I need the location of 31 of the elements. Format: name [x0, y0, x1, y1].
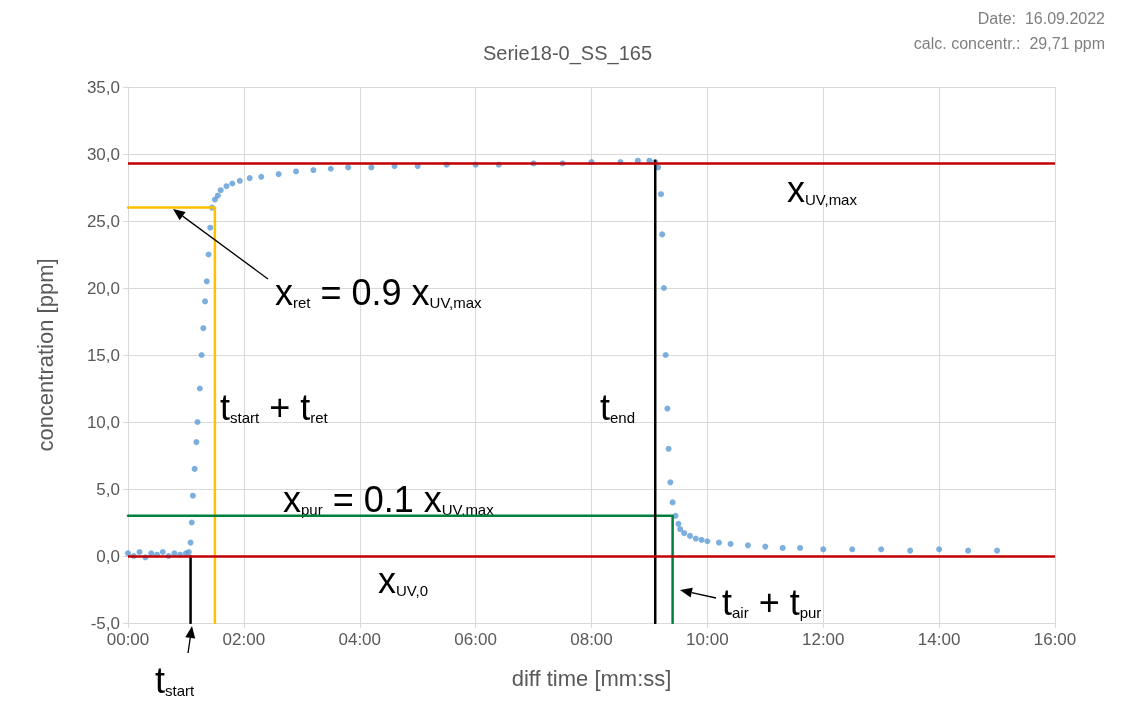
annotation: tstart + tret — [220, 386, 329, 428]
x-tick-label: 06:00 — [454, 630, 497, 649]
y-axis-title: concentration [ppm] — [32, 258, 58, 452]
y-tick-label: 20,0 — [86, 278, 120, 298]
x-tick-label: 14:00 — [917, 630, 961, 649]
annotation: xpur = 0.1 xUV,max — [283, 478, 495, 520]
x-tick-label: 04:00 — [338, 630, 382, 649]
x-tick-label: 10:00 — [686, 630, 729, 649]
annotation: tend — [600, 386, 636, 428]
annotation: xUV,0 — [378, 559, 428, 601]
y-tick-label: 15,0 — [86, 345, 120, 365]
text: calc. concentr.: 29,71 ppm — [913, 34, 1105, 52]
y-tick-label: 0,0 — [96, 546, 120, 566]
annotation: xret = 0.9 xUV,max — [275, 271, 483, 313]
annotation: tair + tpur — [722, 581, 822, 623]
text: Date: 16.09.2022 — [977, 9, 1106, 27]
y-tick-label: 35,0 — [86, 77, 120, 97]
y-tick-label: -5,0 — [90, 613, 120, 633]
x-tick-label: 02:00 — [222, 630, 266, 649]
x-tick-label: 08:00 — [570, 630, 613, 649]
annotation: xUV,max — [787, 168, 858, 210]
y-tick-label: 5,0 — [96, 479, 120, 499]
x-tick-label: 12:00 — [801, 630, 845, 649]
y-tick-label: 25,0 — [86, 211, 120, 231]
y-tick-label: 30,0 — [86, 144, 120, 164]
y-tick-label: 10,0 — [86, 412, 120, 432]
x-axis-title: diff time [mm:ss] — [511, 665, 672, 691]
x-tick-label: 16:00 — [1033, 630, 1077, 649]
chart-title: Serie18-0_SS_165 — [482, 42, 653, 65]
x-tick-label: 00:00 — [106, 630, 150, 649]
text: tstart — [155, 659, 196, 701]
